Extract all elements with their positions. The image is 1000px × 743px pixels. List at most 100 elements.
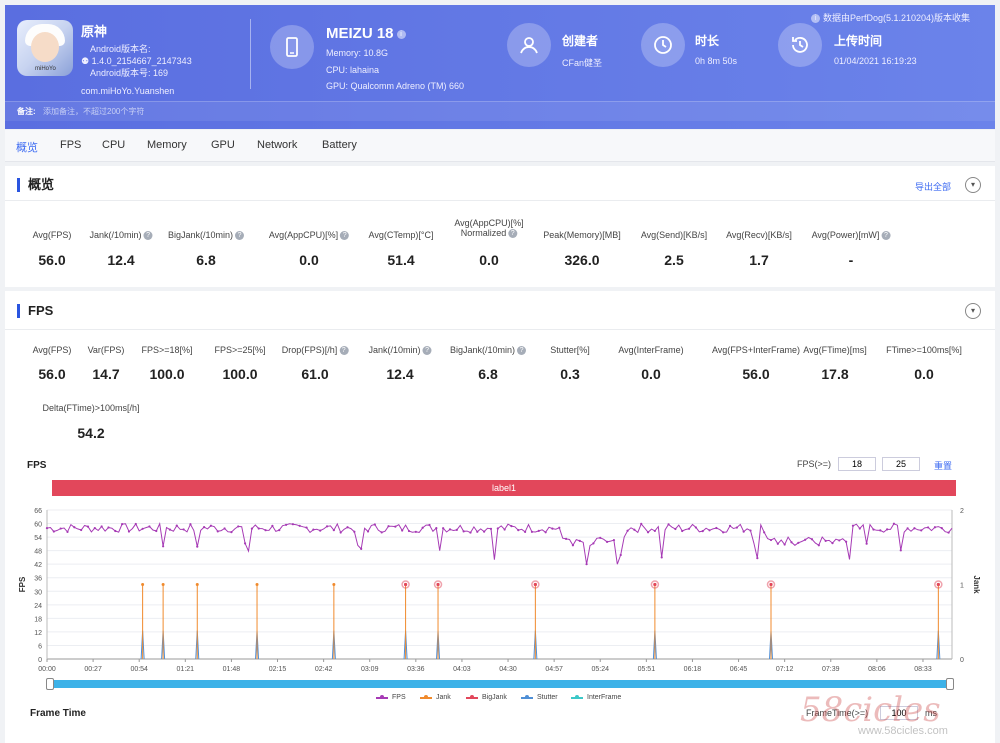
fps-point: [264, 529, 267, 532]
help-icon[interactable]: ?: [422, 346, 432, 356]
y-tick-label: 42: [34, 562, 42, 569]
fps-point: [605, 540, 609, 543]
android-version-code: Android版本号: 169: [90, 68, 169, 78]
fps-point: [660, 556, 663, 559]
help-icon[interactable]: ?: [143, 231, 153, 241]
label-bar[interactable]: label1: [52, 480, 956, 496]
x-tick-label: 02:15: [269, 666, 287, 673]
fps-point: [257, 527, 260, 530]
game-name: 原神: [81, 24, 108, 39]
remark-input[interactable]: 添加备注，不超过200个字符: [43, 107, 145, 116]
fps-point: [155, 529, 158, 533]
info-icon: i: [810, 14, 820, 24]
jank-point: [255, 583, 259, 586]
fps-threshold-label: FPS(>=): [797, 459, 832, 469]
fps-point: [237, 525, 240, 528]
fps-reset-link[interactable]: 重置: [934, 461, 953, 471]
stat-label-text: Avg(InterFrame): [618, 345, 684, 355]
overview-stat-label: Avg(AppCPU)[%] Normalized?: [454, 218, 524, 239]
y-tick-label: 66: [34, 508, 42, 515]
fps-point: [653, 529, 656, 533]
overview-stat-value: 1.7: [749, 252, 769, 268]
fps-point: [496, 527, 499, 530]
fps-point: [86, 525, 90, 528]
overview-stat-label: Avg(Send)[KB/s]: [641, 230, 707, 240]
slider-handle-left[interactable]: [46, 678, 54, 690]
clock-icon: [641, 23, 685, 67]
fps-point: [886, 528, 889, 531]
x-tick-label: 05:51: [638, 666, 656, 673]
chevron-down-icon[interactable]: ▾: [965, 177, 981, 193]
tab-memory[interactable]: Memory: [147, 139, 187, 151]
creator-label: 创建者: [562, 34, 599, 48]
fps-threshold-input-2[interactable]: [882, 457, 920, 471]
x-tick-label: 01:48: [223, 666, 241, 673]
fps-point: [93, 526, 96, 530]
fps-point: [940, 527, 943, 530]
fps-point: [462, 530, 465, 533]
help-icon[interactable]: ?: [517, 346, 527, 356]
tab-overview[interactable]: 概览: [16, 142, 38, 154]
help-icon[interactable]: ?: [881, 231, 891, 241]
x-tick-label: 01:21: [177, 666, 195, 673]
stat-label-text: Stutter[%]: [550, 345, 590, 355]
info-icon[interactable]: i: [396, 29, 406, 39]
legend-item[interactable]: Jank: [420, 694, 451, 701]
fps-point: [715, 526, 718, 530]
legend-item[interactable]: BigJank: [466, 694, 507, 701]
fps-point: [694, 526, 697, 529]
fps-point: [838, 539, 841, 542]
help-icon[interactable]: ?: [339, 346, 349, 356]
legend-item[interactable]: FPS: [376, 694, 406, 701]
help-icon[interactable]: ?: [508, 229, 518, 239]
legend-swatch: [376, 694, 388, 699]
help-icon[interactable]: ?: [340, 231, 350, 241]
fps-point: [558, 526, 561, 529]
tab-cpu[interactable]: CPU: [102, 139, 126, 151]
fps-stat-label: Avg(FPS): [33, 345, 72, 355]
bigjank-point: [533, 582, 537, 587]
upload-value: 01/04/2021 16:19:23: [834, 56, 917, 66]
help-icon[interactable]: ?: [235, 231, 245, 241]
overview-stat-value: 6.8: [196, 252, 216, 268]
fps-point: [817, 544, 820, 547]
slider-handle-right[interactable]: [946, 678, 954, 690]
fps-stat-label: Delta(FTime)>100ms[/h]: [43, 403, 140, 413]
y-tick-label: 12: [34, 630, 42, 637]
chevron-down-icon[interactable]: ▾: [965, 303, 981, 319]
tab-gpu[interactable]: GPU: [211, 139, 235, 151]
fps-stat-label: Avg(FPS+InterFrame): [712, 345, 800, 355]
legend-item[interactable]: Stutter: [521, 694, 558, 701]
tab-fps[interactable]: FPS: [60, 139, 82, 151]
y-tick-label: 36: [34, 576, 42, 583]
fps-point: [824, 539, 827, 542]
fps-point: [681, 529, 684, 533]
fps-point: [387, 525, 390, 528]
export-all-link[interactable]: 导出全部: [915, 182, 952, 192]
tab-battery[interactable]: Battery: [322, 139, 357, 151]
jank-point: [195, 583, 199, 586]
fps-point: [360, 547, 363, 550]
x-tick-label: 00:54: [130, 666, 148, 673]
remark-bar[interactable]: 备注: 添加备注，不超过200个字符: [5, 101, 995, 121]
fps-point: [530, 530, 534, 533]
fps-point: [797, 541, 800, 544]
fps-point: [708, 529, 711, 532]
fps-point: [134, 522, 137, 526]
fps-stat-value: 0.0: [914, 366, 934, 382]
tab-network[interactable]: Network: [257, 139, 298, 151]
android-version-label: Android版本名:: [90, 44, 151, 54]
fps-point: [127, 530, 131, 533]
legend-swatch: [466, 694, 478, 699]
frame-time-title: Frame Time: [30, 708, 86, 719]
time-range-slider[interactable]: [46, 678, 954, 690]
device-memory: Memory: 10.8G: [326, 48, 389, 58]
fps-stat-label: Jank(/10min)?: [368, 345, 432, 356]
device-model: MEIZU 18 i: [326, 25, 406, 42]
y-tick-label: 18: [34, 616, 42, 623]
legend-item[interactable]: InterFrame: [571, 694, 621, 701]
frametime-threshold-input[interactable]: [880, 706, 918, 720]
fps-threshold-input-1[interactable]: [838, 457, 876, 471]
stat-label-text: Avg(AppCPU)[%]: [268, 230, 339, 240]
